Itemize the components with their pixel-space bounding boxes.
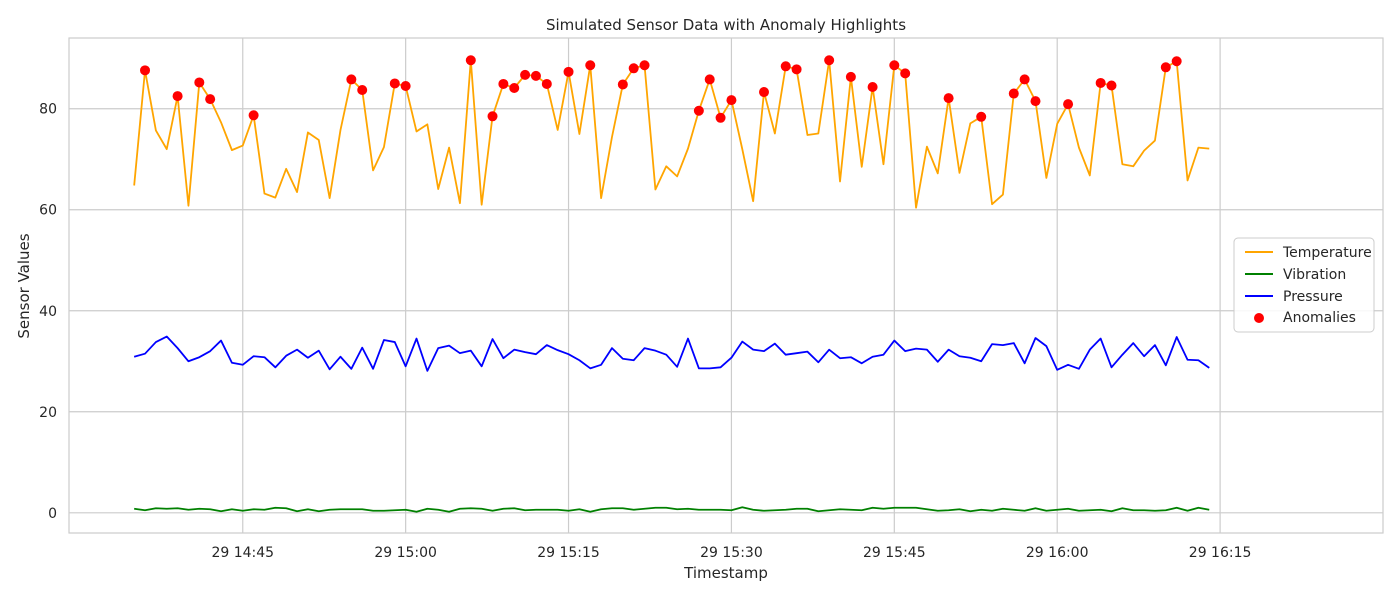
anomaly-point bbox=[509, 83, 520, 94]
legend-anomalies-label: Anomalies bbox=[1283, 310, 1356, 326]
anomaly-point bbox=[346, 74, 357, 85]
anomaly-point bbox=[140, 65, 151, 76]
anomaly-point bbox=[1106, 80, 1117, 91]
legend: Temperature Vibration Pressure Anomalies bbox=[1233, 237, 1375, 333]
anomaly-point bbox=[889, 60, 900, 71]
anomaly-point bbox=[498, 78, 509, 89]
anomaly-point bbox=[824, 55, 835, 66]
anomaly-point bbox=[1008, 88, 1019, 99]
legend-temperature-label: Temperature bbox=[1282, 245, 1372, 261]
anomaly-point bbox=[693, 105, 704, 116]
anomaly-point bbox=[205, 94, 216, 105]
x-tick-label: 29 15:45 bbox=[863, 545, 926, 561]
y-tick-label: 80 bbox=[39, 102, 57, 118]
anomaly-point bbox=[357, 85, 368, 96]
anomaly-point bbox=[585, 60, 596, 71]
vibration-line bbox=[134, 506, 1210, 513]
anomaly-point bbox=[541, 78, 552, 89]
anomaly-point bbox=[1171, 56, 1182, 67]
y-axis-title: Sensor Values bbox=[15, 233, 33, 338]
anomaly-point bbox=[943, 93, 954, 104]
anomaly-point bbox=[465, 55, 476, 66]
anomaly-point bbox=[389, 78, 400, 89]
anomaly-point bbox=[867, 81, 878, 92]
anomaly-point bbox=[639, 60, 650, 71]
anomaly-point bbox=[1019, 74, 1030, 85]
x-tick-label: 29 16:15 bbox=[1189, 545, 1252, 561]
anomaly-points bbox=[140, 55, 1182, 123]
anomaly-point bbox=[563, 66, 574, 77]
anomaly-point bbox=[900, 68, 911, 79]
anomaly-point bbox=[1030, 96, 1041, 107]
anomaly-point bbox=[1095, 77, 1106, 88]
anomaly-point bbox=[704, 74, 715, 85]
anomaly-point bbox=[780, 61, 791, 72]
x-tick-label: 29 15:00 bbox=[374, 545, 437, 561]
anomaly-point bbox=[715, 112, 726, 123]
x-axis-title: Timestamp bbox=[683, 564, 768, 582]
anomaly-point bbox=[976, 111, 987, 122]
series-lines bbox=[133, 59, 1210, 513]
y-tick-label: 20 bbox=[39, 405, 57, 421]
anomaly-point bbox=[172, 91, 183, 102]
anomaly-point bbox=[726, 95, 737, 106]
legend-box bbox=[1233, 237, 1375, 333]
plot-area-frame bbox=[68, 37, 1384, 534]
anomaly-point bbox=[530, 70, 541, 81]
anomaly-point bbox=[617, 79, 628, 90]
anomaly-point bbox=[845, 71, 856, 82]
anomaly-point bbox=[1160, 62, 1171, 73]
anomaly-point bbox=[248, 110, 259, 121]
anomaly-point bbox=[759, 87, 770, 98]
grid-lines bbox=[69, 38, 1383, 533]
chart-title: Simulated Sensor Data with Anomaly Highl… bbox=[546, 16, 906, 34]
legend-anomalies-marker bbox=[1254, 313, 1264, 323]
anomaly-point bbox=[791, 64, 802, 75]
y-tick-label: 40 bbox=[39, 304, 57, 320]
anomaly-point bbox=[400, 80, 411, 91]
tick-labels: 29 14:45 29 15:00 29 15:15 29 15:30 29 15:45… bbox=[39, 102, 1251, 561]
anomaly-point bbox=[1063, 99, 1074, 110]
legend-vibration-label: Vibration bbox=[1283, 267, 1346, 283]
x-tick-label: 29 15:15 bbox=[537, 545, 600, 561]
x-tick-label: 29 15:30 bbox=[700, 545, 763, 561]
y-tick-label: 60 bbox=[39, 203, 57, 219]
anomaly-point bbox=[520, 69, 531, 80]
pressure-line bbox=[133, 335, 1210, 372]
temperature-line bbox=[133, 59, 1210, 209]
y-tick-label: 0 bbox=[48, 506, 57, 522]
legend-pressure-label: Pressure bbox=[1283, 289, 1343, 305]
anomaly-point bbox=[487, 111, 498, 122]
anomaly-point bbox=[194, 77, 205, 88]
x-tick-label: 29 14:45 bbox=[211, 545, 274, 561]
x-tick-label: 29 16:00 bbox=[1026, 545, 1089, 561]
anomaly-point bbox=[628, 63, 639, 74]
